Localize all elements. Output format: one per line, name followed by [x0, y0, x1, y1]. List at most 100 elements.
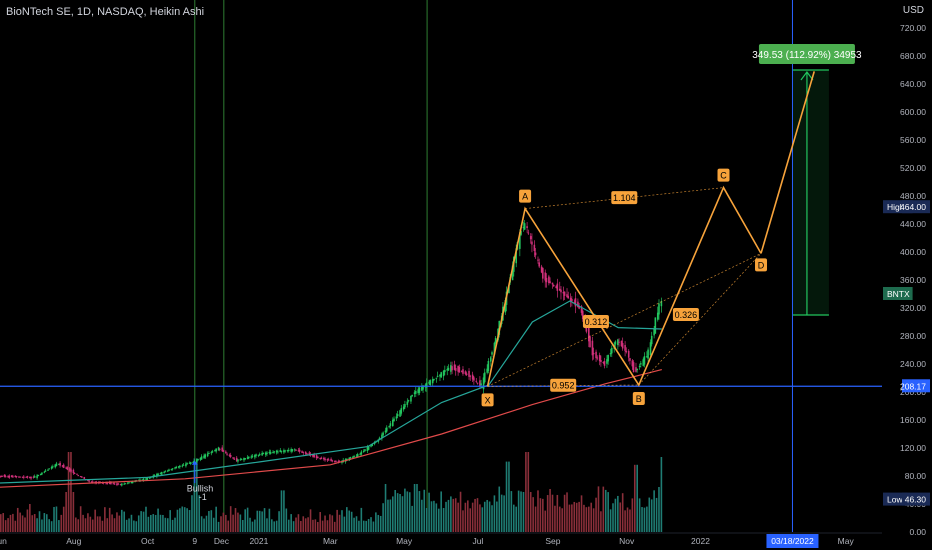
low-label-name: Low: [887, 495, 903, 505]
volume-bar: [387, 499, 389, 532]
volume-bar: [278, 511, 280, 532]
candle-body: [7, 476, 9, 478]
volume-bar: [375, 512, 377, 532]
volume-bar: [404, 488, 406, 532]
candle-body: [189, 462, 192, 465]
candle-body: [465, 373, 468, 375]
volume-bar: [196, 458, 198, 532]
candle-body: [366, 447, 369, 452]
candle-body: [520, 231, 522, 235]
candle-body: [181, 465, 184, 467]
x-tick-label: Aug: [66, 536, 81, 546]
y-tick-label: 120.00: [900, 443, 926, 453]
candle-body: [635, 367, 637, 372]
candle-body: [580, 306, 583, 313]
volume-bar: [447, 499, 450, 532]
volume-bar: [517, 490, 520, 532]
candle-body: [214, 450, 216, 452]
candle-body: [537, 259, 539, 261]
volume-bar: [4, 520, 7, 532]
volume-bar: [554, 505, 556, 532]
date-cursor-box: [766, 534, 819, 548]
candle-body: [578, 305, 580, 309]
candle-body: [447, 367, 450, 371]
candle-body: [313, 454, 315, 458]
volume-bar: [488, 501, 491, 532]
candle-body: [624, 345, 626, 351]
candle-body: [77, 475, 80, 477]
y-tick-label: 280.00: [900, 331, 926, 341]
volume-bar: [188, 510, 191, 532]
candle-body: [643, 356, 646, 365]
candle-body: [117, 483, 119, 485]
low-label-value-box: [902, 492, 930, 506]
candle-body: [450, 365, 452, 372]
candle-body: [629, 358, 631, 361]
candle-body: [186, 463, 188, 465]
candle-body: [656, 312, 659, 320]
volume-bar: [542, 498, 544, 532]
candle-body: [221, 447, 224, 452]
volume-bar: [350, 511, 353, 532]
chart-title: BioNTech SE, 1D, NASDAQ, Heikin Ashi: [6, 6, 205, 18]
volume-bar: [205, 515, 208, 532]
volume-bar: [261, 511, 263, 532]
volume-bar: [237, 512, 239, 532]
candle-body: [119, 483, 122, 485]
candle-body: [457, 366, 459, 372]
candle-body: [326, 459, 329, 461]
pattern-point-c-box: [717, 168, 730, 182]
volume-bar: [215, 506, 217, 532]
candle-body: [287, 449, 290, 451]
volume-bar: [229, 506, 232, 532]
volume-bar: [437, 508, 440, 532]
volume-bar: [372, 521, 375, 532]
candle-body: [268, 451, 271, 454]
candle-body: [123, 483, 126, 485]
volume-bar: [602, 486, 605, 532]
y-tick-label: 160.00: [900, 415, 926, 425]
candle-body: [556, 283, 559, 291]
y-tick-label: 520.00: [900, 163, 926, 173]
candle-body: [646, 356, 648, 358]
volume-bar: [336, 509, 338, 532]
y-tick-label: 720.00: [900, 23, 926, 33]
candle-body: [417, 389, 420, 394]
volume-bar: [573, 501, 576, 532]
candle-body: [308, 452, 311, 456]
volume-bar: [292, 521, 295, 532]
candle-body: [440, 372, 442, 378]
candle-body: [233, 458, 236, 460]
volume-bar: [537, 490, 539, 532]
y-tick-label: 600.00: [900, 107, 926, 117]
volume-bar: [280, 490, 283, 532]
candle-body: [356, 454, 359, 457]
volume-bar: [275, 520, 278, 532]
candle-body: [538, 262, 540, 267]
ratio-label: 0.326: [675, 310, 698, 320]
candle-body: [240, 459, 243, 461]
volume-bar: [287, 519, 290, 532]
volume-bar: [353, 517, 355, 532]
candle-body: [29, 476, 31, 478]
volume-bar: [181, 506, 184, 532]
candle-body: [621, 343, 624, 349]
candle-body: [393, 418, 395, 422]
candle-body: [617, 339, 619, 346]
candle-body: [113, 483, 116, 485]
candle-body: [454, 368, 457, 371]
candle-body: [560, 289, 562, 293]
candle-body: [487, 360, 490, 372]
candle-body: [392, 419, 394, 426]
candle-body: [4, 476, 7, 478]
candle-body: [208, 453, 210, 455]
candle-body: [70, 469, 72, 472]
volume-bar: [621, 493, 624, 532]
candle-body: [15, 476, 18, 478]
volume-bar: [200, 516, 203, 532]
candle-body: [284, 450, 286, 452]
volume-bar: [493, 495, 496, 532]
candle-body: [388, 426, 390, 428]
candle-body: [237, 459, 239, 462]
